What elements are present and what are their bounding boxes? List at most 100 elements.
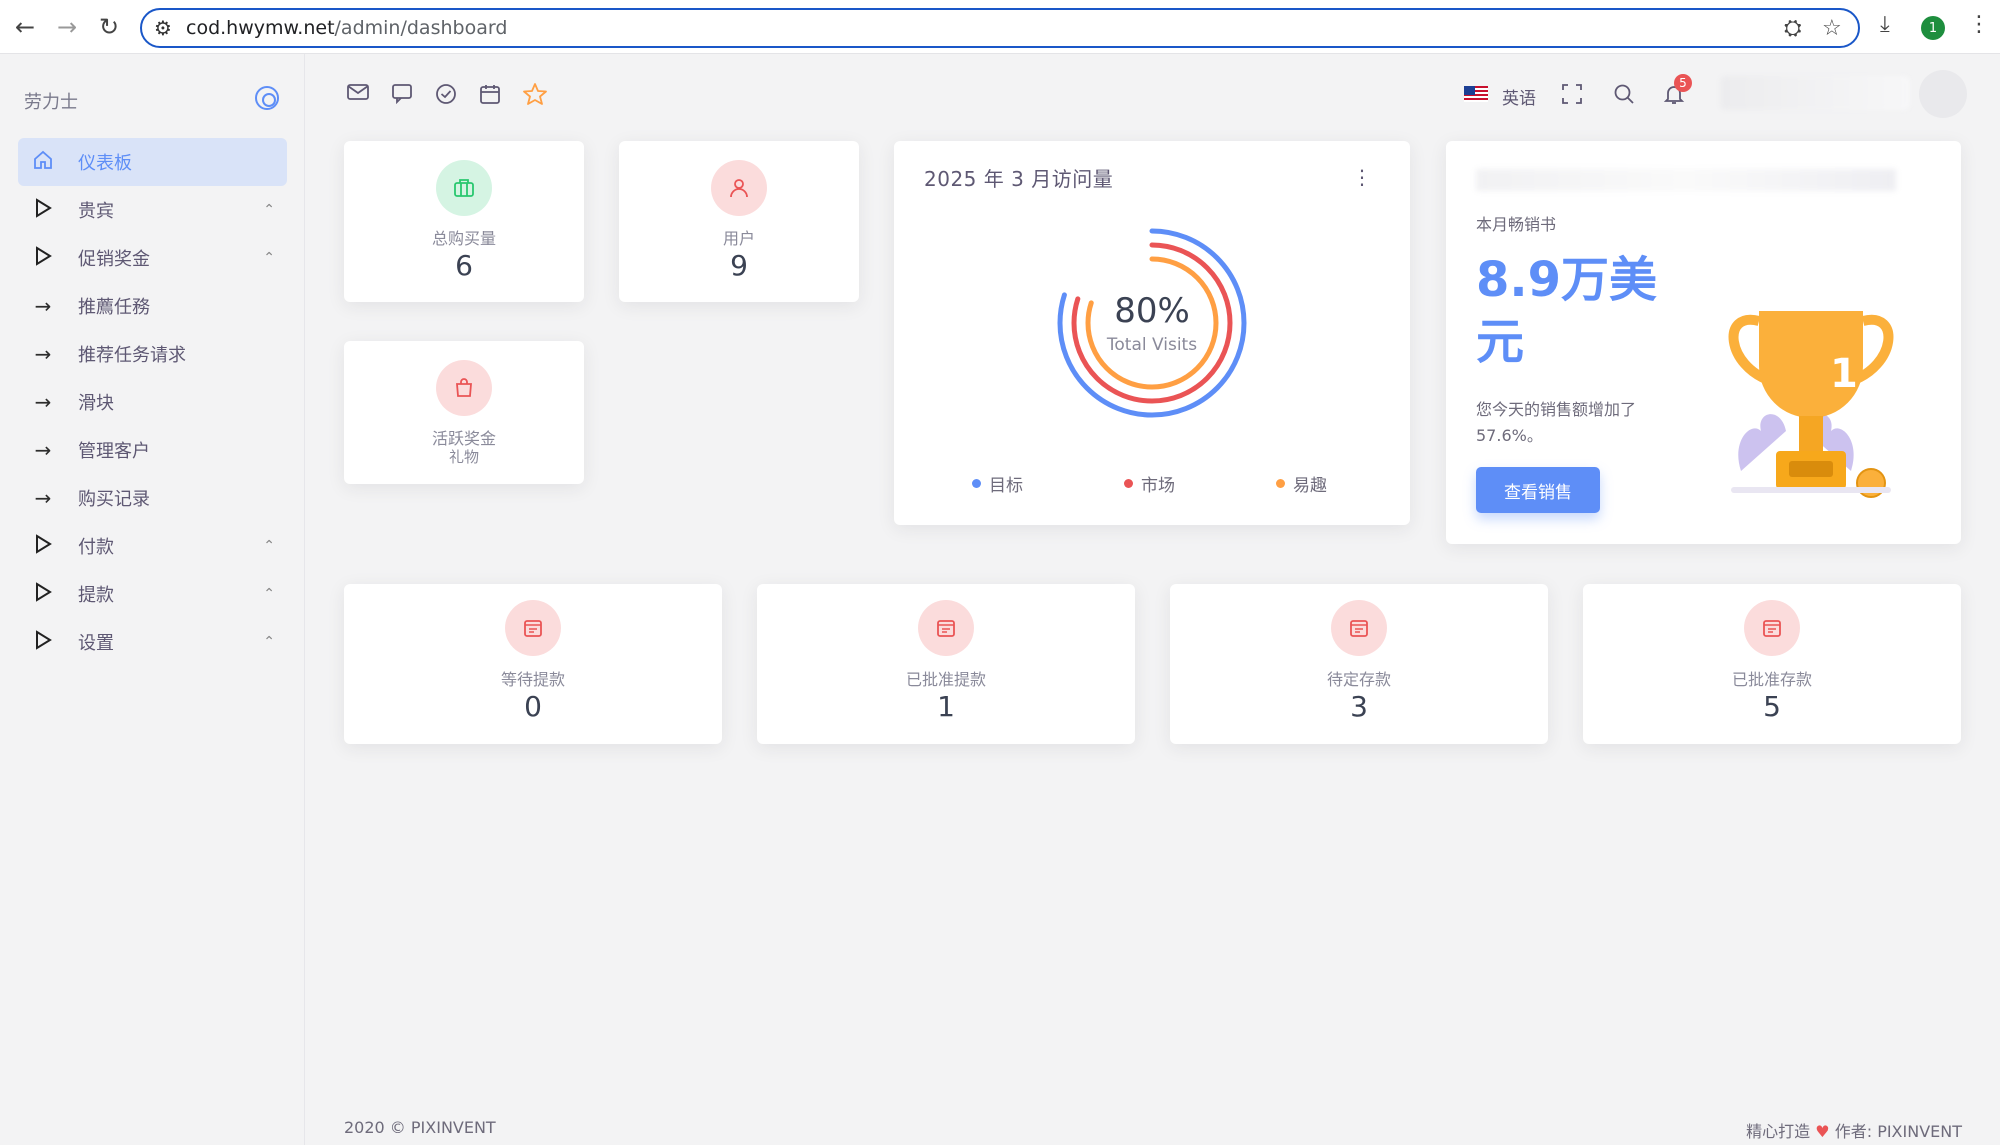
sidebar-item-customers[interactable]: → 管理客户 bbox=[18, 426, 287, 474]
sidebar-item-promo-bonus[interactable]: 促销奖金 ⌃ bbox=[18, 234, 287, 282]
play-icon bbox=[32, 581, 54, 607]
sidebar-item-settings[interactable]: 设置 ⌃ bbox=[18, 618, 287, 666]
sidebar-item-vip[interactable]: 贵宾 ⌃ bbox=[18, 186, 287, 234]
stat-card-pending-withdrawals: 等待提款 0 bbox=[344, 584, 722, 744]
blurred-heading bbox=[1476, 169, 1896, 191]
sidebar-item-label: 推薦任務 bbox=[78, 297, 150, 318]
check-circle-icon[interactable] bbox=[434, 82, 458, 112]
stat-card-users: 用户 9 bbox=[619, 141, 859, 302]
chart-title: 2025 年 3 月访问量 bbox=[924, 167, 1114, 191]
star-icon[interactable] bbox=[522, 82, 548, 112]
legend-label: 市场 bbox=[1141, 476, 1175, 496]
chart-center-value: 80% bbox=[1114, 291, 1190, 331]
play-icon bbox=[32, 533, 54, 559]
sidebar-menu: 仪表板 贵宾 ⌃ 促销奖金 ⌃ → 推薦任務 → 推荐任务请求 → 滑块 → 管… bbox=[18, 138, 287, 666]
sidebar-item-dashboard[interactable]: 仪表板 bbox=[18, 138, 287, 186]
legend-label: 目标 bbox=[989, 476, 1023, 496]
trophy-number: 1 bbox=[1830, 351, 1858, 397]
translate-icon[interactable]: ⛭ bbox=[1784, 16, 1802, 41]
briefcase-icon bbox=[436, 160, 492, 216]
footer-copyright: 2020 © PIXINVENT bbox=[344, 1118, 496, 1137]
stat-card-pending-deposits: 待定存款 3 bbox=[1170, 584, 1548, 744]
ring-market bbox=[1071, 242, 1233, 404]
arrow-right-icon: → bbox=[34, 486, 52, 510]
chart-center-label: Total Visits bbox=[1106, 335, 1198, 355]
sidebar-item-referral-task[interactable]: → 推薦任務 bbox=[18, 282, 287, 330]
chevron-up-icon: ⌃ bbox=[263, 250, 275, 266]
stat-label: 总购买量 bbox=[431, 229, 496, 248]
view-sales-button[interactable]: 查看销售 bbox=[1476, 467, 1600, 513]
download-icon[interactable]: ⤓ bbox=[1880, 12, 1890, 37]
address-bar[interactable]: ⚙ cod.hwymw.net/admin/dashboard ⛭ ☆ bbox=[140, 8, 1860, 48]
reload-button[interactable]: ↻ bbox=[98, 13, 120, 41]
notification-badge: 5 bbox=[1674, 74, 1692, 92]
stat-value: 9 bbox=[730, 249, 748, 282]
ring-ebay bbox=[1085, 256, 1219, 390]
avatar[interactable] bbox=[1919, 70, 1967, 118]
stat-value: 3 bbox=[1350, 690, 1368, 723]
calendar-icon[interactable] bbox=[478, 82, 502, 112]
fullscreen-icon[interactable] bbox=[1560, 82, 1584, 112]
calendar-icon bbox=[1331, 600, 1387, 656]
sidebar-item-slider[interactable]: → 滑块 bbox=[18, 378, 287, 426]
footer-credit: 精心打造 ♥ 作者: PIXINVENT bbox=[1746, 1118, 1962, 1142]
site-settings-icon[interactable]: ⚙ bbox=[154, 16, 172, 40]
stat-card-approved-deposits: 已批准存款 5 bbox=[1583, 584, 1961, 744]
sidebar-item-withdrawals[interactable]: 提款 ⌃ bbox=[18, 570, 287, 618]
legend-dot bbox=[972, 479, 981, 488]
sales-subtitle: 本月畅销书 bbox=[1476, 215, 1557, 234]
url-text: cod.hwymw.net/admin/dashboard bbox=[186, 17, 508, 39]
sidebar: 劳力士 仪表板 贵宾 ⌃ 促销奖金 ⌃ → 推薦任務 → 推荐任务请求 → bbox=[0, 54, 305, 1145]
stat-label: 活跃奖金 bbox=[431, 429, 496, 448]
radial-chart bbox=[1057, 228, 1247, 418]
us-flag-icon[interactable] bbox=[1464, 86, 1488, 102]
footer-author[interactable]: PIXINVENT bbox=[1877, 1122, 1962, 1141]
sidebar-item-label: 贵宾 bbox=[78, 201, 114, 222]
chevron-up-icon: ⌃ bbox=[263, 634, 275, 650]
forward-button[interactable]: → bbox=[56, 13, 78, 41]
stat-label: 已批准提款 bbox=[905, 670, 986, 689]
visits-chart-card: 2025 年 3 月访问量 ⋮ 80% Total Visits 目标 市场 易… bbox=[894, 141, 1410, 525]
calendar-icon bbox=[1744, 600, 1800, 656]
play-icon bbox=[32, 245, 54, 271]
sidebar-item-label: 仪表板 bbox=[78, 153, 132, 174]
stat-card-total-purchase: 总购买量 6 bbox=[344, 141, 584, 302]
home-icon bbox=[32, 150, 54, 175]
sales-description: 您今天的销售额增加了 57.6%。 bbox=[1476, 400, 1637, 445]
shopping-bag-icon bbox=[436, 360, 492, 416]
user-name-blurred[interactable] bbox=[1720, 76, 1910, 110]
chevron-up-icon: ⌃ bbox=[263, 538, 275, 554]
sidebar-item-label: 管理客户 bbox=[78, 441, 150, 462]
ring-goal bbox=[1057, 228, 1247, 418]
search-icon[interactable] bbox=[1612, 82, 1636, 112]
sidebar-item-label: 滑块 bbox=[78, 393, 114, 414]
sidebar-item-purchase-history[interactable]: → 购买记录 bbox=[18, 474, 287, 522]
stat-card-approved-withdrawals: 已批准提款 1 bbox=[757, 584, 1135, 744]
more-vertical-icon[interactable]: ⋮ bbox=[1352, 165, 1372, 189]
legend-ebay: 易趣 bbox=[1276, 471, 1327, 496]
trophy-illustration bbox=[1728, 311, 1894, 498]
legend-market: 市场 bbox=[1124, 471, 1175, 496]
arrow-right-icon: → bbox=[34, 390, 52, 414]
chat-icon[interactable] bbox=[390, 82, 414, 110]
browser-menu-icon[interactable]: ⋮ bbox=[1968, 12, 1990, 37]
bookmark-star-icon[interactable]: ☆ bbox=[1822, 16, 1842, 41]
heart-icon: ♥ bbox=[1815, 1122, 1830, 1141]
stat-label: 已批准存款 bbox=[1731, 670, 1812, 689]
stat-label: 用户 bbox=[722, 229, 755, 248]
stat-value: 1 bbox=[937, 690, 955, 723]
profile-avatar[interactable]: 1 bbox=[1921, 16, 1945, 40]
stat-label: 等待提款 bbox=[500, 670, 565, 689]
footer-crafted: 精心打造 bbox=[1746, 1122, 1811, 1141]
back-button[interactable]: ← bbox=[14, 13, 36, 41]
legend-label: 易趣 bbox=[1293, 476, 1327, 496]
stat-card-active-bonus: 活跃奖金 礼物 bbox=[344, 341, 584, 484]
sidebar-toggle-icon[interactable] bbox=[255, 86, 279, 110]
sidebar-item-referral-requests[interactable]: → 推荐任务请求 bbox=[18, 330, 287, 378]
mail-icon[interactable] bbox=[346, 82, 370, 108]
sidebar-item-payments[interactable]: 付款 ⌃ bbox=[18, 522, 287, 570]
user-icon bbox=[711, 160, 767, 216]
sidebar-item-label: 设置 bbox=[78, 633, 114, 654]
legend-dot bbox=[1124, 479, 1133, 488]
language-selector[interactable]: 英语 bbox=[1502, 89, 1536, 109]
